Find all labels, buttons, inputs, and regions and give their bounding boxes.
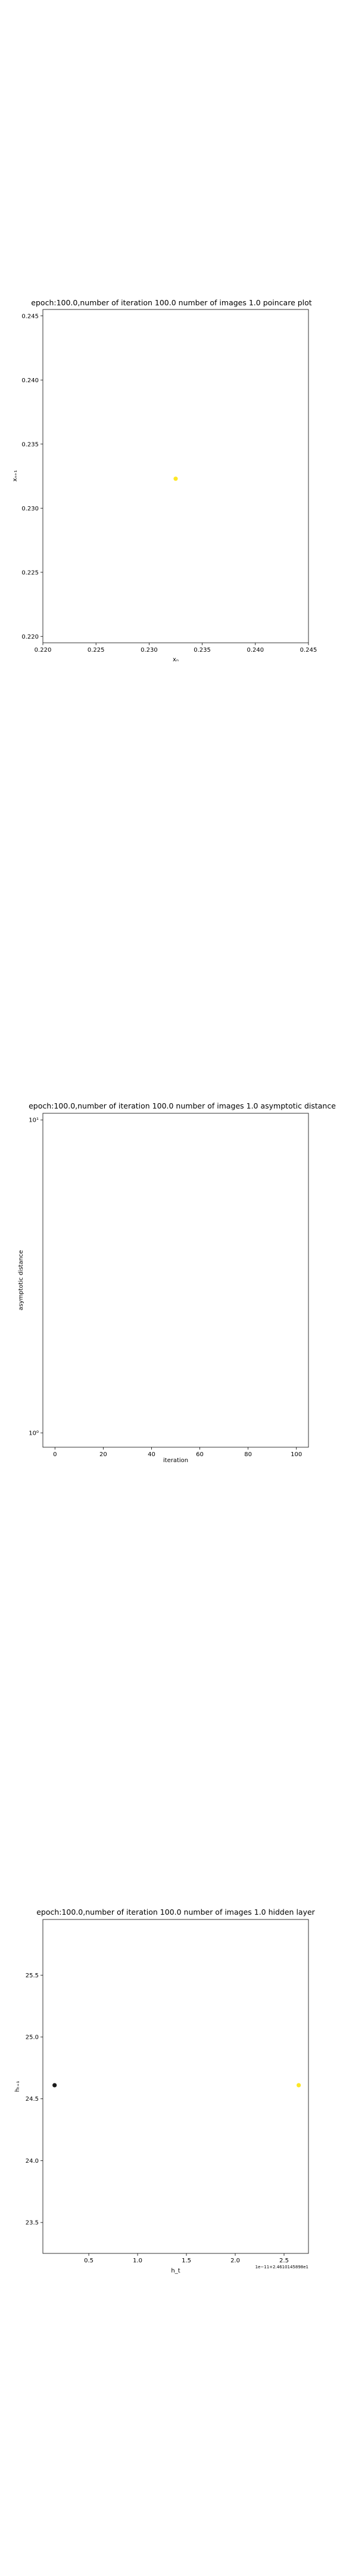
- chart-title: epoch:100.0,number of iteration 100.0 nu…: [31, 298, 312, 307]
- y-tick-label: 0.240: [21, 377, 39, 384]
- y-tick-label: 0.235: [21, 441, 39, 448]
- y-tick-label: 24.5: [26, 2096, 39, 2103]
- x-axis-label: h_t: [171, 2268, 180, 2274]
- x-tick-label: 0.240: [247, 647, 264, 654]
- y-ticks: 10⁰ 10¹: [29, 1117, 43, 1436]
- x-ticks: 0 20 40 60 80 100: [53, 1447, 302, 1458]
- x-tick-label: 60: [196, 1451, 204, 1458]
- y-ticks: 23.5 24.0 24.5 25.0 25.5: [26, 1973, 43, 2227]
- x-axis-label: xₙ: [173, 657, 179, 663]
- x-offset-text: 1e−11+2.4610145898e1: [255, 2265, 308, 2270]
- chart-title: epoch:100.0,number of iteration 100.0 nu…: [36, 1908, 315, 1916]
- y-axis-label: xₙ₊₁: [12, 470, 18, 481]
- x-tick-label: 0.230: [141, 647, 158, 654]
- y-tick-label: 24.0: [26, 2158, 39, 2165]
- y-axis-label: asymptotic distance: [18, 1250, 24, 1310]
- y-tick-label: 25.5: [26, 1973, 39, 1979]
- x-tick-label: 2.5: [279, 2258, 289, 2264]
- x-tick-label: 1.0: [133, 2258, 142, 2264]
- plot-area: [42, 309, 309, 643]
- x-tick-label: 20: [99, 1451, 107, 1458]
- data-point: [173, 476, 178, 481]
- x-tick-label: 100: [291, 1451, 302, 1458]
- x-ticks: 0.5 1.0 1.5 2.0 2.5: [84, 2253, 289, 2264]
- x-tick-label: 2.0: [230, 2258, 240, 2264]
- y-tick-label: 0.230: [21, 506, 39, 512]
- y-ticks: 0.220 0.225 0.230 0.235 0.240 0.245: [21, 313, 43, 640]
- y-tick-label: 0.220: [21, 634, 39, 640]
- plot-area: [42, 1113, 309, 1448]
- plot-area: [42, 1919, 309, 2254]
- y-tick-label: 10¹: [29, 1117, 39, 1124]
- hidden-layer-chart: epoch:100.0,number of iteration 100.0 nu…: [14, 1908, 316, 2274]
- y-tick-label: 10⁰: [29, 1430, 39, 1436]
- x-tick-label: 0.5: [84, 2258, 93, 2264]
- y-tick-label: 25.0: [26, 2035, 39, 2041]
- x-tick-label: 40: [148, 1451, 155, 1458]
- x-tick-label: 0.225: [88, 647, 105, 654]
- data-point: [52, 2083, 57, 2088]
- x-tick-label: 80: [244, 1451, 252, 1458]
- y-tick-label: 0.245: [21, 313, 39, 320]
- data-points: [52, 2083, 301, 2088]
- x-tick-label: 0.235: [194, 647, 211, 654]
- data-point: [297, 2083, 301, 2088]
- x-tick-label: 0: [53, 1451, 57, 1458]
- x-tick-label: 1.5: [182, 2258, 191, 2264]
- y-tick-label: 23.5: [26, 2220, 39, 2227]
- y-tick-label: 0.225: [21, 569, 39, 576]
- y-axis-label: hₜ₊₁: [14, 2081, 21, 2092]
- poincare-plot-chart: epoch:100.0,number of iteration 100.0 nu…: [12, 298, 317, 663]
- asymptotic-distance-chart: epoch:100.0,number of iteration 100.0 nu…: [18, 1101, 336, 1464]
- x-tick-label: 0.220: [35, 647, 52, 654]
- data-points: [173, 476, 178, 481]
- x-ticks: 0.220 0.225 0.230 0.235 0.240 0.245: [35, 643, 317, 654]
- chart-title: epoch:100.0,number of iteration 100.0 nu…: [29, 1101, 336, 1110]
- x-tick-label: 0.245: [300, 647, 317, 654]
- x-axis-label: iteration: [163, 1457, 188, 1464]
